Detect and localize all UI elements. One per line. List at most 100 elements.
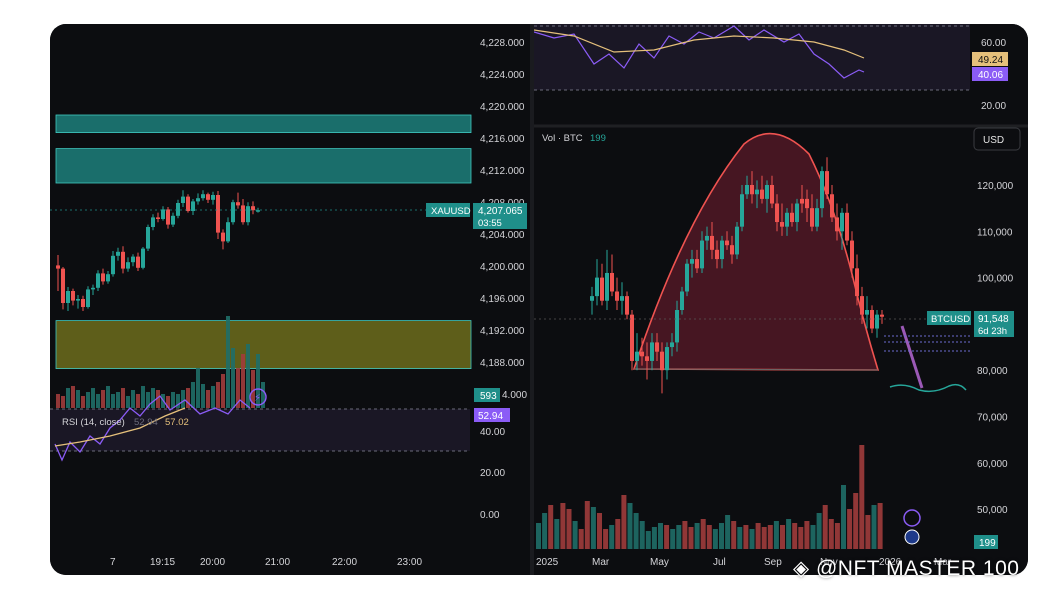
- candle: [725, 240, 729, 246]
- volume-bar: [627, 503, 633, 549]
- rsi-badge: [474, 408, 510, 422]
- candle: [251, 206, 255, 211]
- candle: [675, 310, 679, 343]
- candle: [231, 202, 235, 223]
- candle: [740, 194, 744, 227]
- rsi-ma-line: [54, 407, 186, 447]
- candle: [111, 255, 115, 275]
- volume-bar: [176, 394, 180, 408]
- demand-zone: [55, 320, 472, 370]
- price-tick: 4,216.000: [480, 134, 525, 145]
- volume-bar: [584, 501, 590, 549]
- price-axis[interactable]: 120,000 110,000 100,000 80,000 70,000 60,000 5…: [977, 181, 1014, 516]
- candle: [101, 273, 105, 282]
- volume-bar: [156, 390, 160, 408]
- rsi-ma-badge-value: 49.24: [978, 55, 1003, 66]
- volume-bar: [560, 503, 566, 549]
- candle: [121, 251, 125, 269]
- candle: [256, 210, 260, 212]
- volume-bar: [151, 388, 155, 408]
- volume-bar: [554, 519, 560, 549]
- candle: [221, 232, 225, 242]
- volume-bar: [236, 368, 240, 408]
- btcusd-chart[interactable]: 60.00 49.24 40.06 20.00 Vol · BTC 199 US…: [533, 24, 1028, 575]
- alert-icon[interactable]: [249, 388, 267, 406]
- cup-pattern: [632, 132, 880, 371]
- current-price-badge: [473, 203, 527, 229]
- rsi-ma-badge: [972, 52, 1008, 66]
- candle: [146, 227, 150, 249]
- candle: [116, 251, 120, 256]
- flag-icon[interactable]: [904, 529, 920, 545]
- candle: [715, 249, 719, 260]
- volume-badge: [474, 388, 500, 402]
- pane-divider[interactable]: [530, 24, 534, 575]
- xauusd-chart-pane[interactable]: RSI (14, close) 52.94 57.02 ⚡ 4,228.000 4…: [50, 24, 530, 575]
- candle: [765, 185, 769, 199]
- time-tick: 20:00: [200, 557, 225, 568]
- candle: [76, 299, 80, 301]
- candle: [141, 248, 145, 268]
- symbol-badge: [426, 203, 470, 217]
- alert-icon[interactable]: [903, 509, 921, 527]
- rsi-panel-bg: [50, 409, 470, 451]
- volume-bar: [171, 392, 175, 408]
- volume-bar: [847, 509, 853, 549]
- candle: [590, 296, 594, 301]
- candle: [860, 296, 864, 315]
- candle: [211, 195, 215, 200]
- rsi-line: [54, 395, 251, 462]
- xauusd-chart[interactable]: RSI (14, close) 52.94 57.02 ⚡ 4,228.000 4…: [50, 24, 530, 575]
- candle: [106, 274, 110, 282]
- volume-bar: [639, 521, 645, 549]
- volume-badge-value: 593: [480, 391, 497, 402]
- rsi-tick: 40.00: [480, 427, 505, 438]
- candle: [91, 287, 95, 290]
- volume-badge: [974, 535, 998, 549]
- candle: [66, 291, 70, 303]
- volume-bar: [191, 382, 195, 408]
- vol-legend-label: Vol · BTC: [542, 133, 583, 144]
- price-tick: 60,000: [977, 459, 1008, 470]
- volume-bar: [645, 531, 651, 549]
- volume-bar: [66, 388, 70, 408]
- candle: [770, 185, 774, 204]
- countdown: 03:55: [478, 218, 502, 229]
- candle: [880, 314, 884, 317]
- candle: [71, 291, 75, 301]
- candle: [780, 222, 784, 227]
- price-tick: 4,192.000: [480, 326, 525, 337]
- candle: [845, 212, 849, 241]
- candle: [730, 245, 734, 255]
- candle: [645, 356, 649, 361]
- candle: [855, 268, 859, 297]
- rsi-badge: [972, 67, 1008, 81]
- candle: [56, 265, 60, 269]
- currency-button[interactable]: [973, 127, 1021, 151]
- candle: [216, 195, 220, 233]
- candle: [755, 189, 759, 195]
- vol-legend-value: 199: [590, 133, 606, 144]
- time-tick: 22:00: [332, 557, 357, 568]
- price-tick: 4,212.000: [480, 166, 525, 177]
- volume-bar: [76, 390, 80, 408]
- candle: [151, 217, 155, 227]
- time-axis[interactable]: 7 19:15 20:00 21:00 22:00 23:00: [110, 557, 422, 568]
- candle: [86, 289, 90, 307]
- volume-bar: [146, 392, 150, 408]
- volume-bar: [841, 485, 846, 549]
- btcusd-chart-pane[interactable]: 60.00 49.24 40.06 20.00 Vol · BTC 199 US…: [533, 24, 1028, 575]
- volume-bar: [834, 523, 840, 549]
- volume-bar: [121, 388, 125, 408]
- candle: [790, 212, 794, 223]
- volume-bar: [181, 390, 185, 408]
- rsi-panel-bg: [534, 24, 970, 90]
- volume-bar: [186, 388, 190, 408]
- candle: [615, 291, 619, 301]
- price-tick: 4,224.000: [480, 70, 525, 81]
- time-axis[interactable]: 2025 Mar May Jul Sep Nov 2026 Mar: [536, 557, 952, 568]
- volume-bar: [231, 348, 235, 408]
- candle: [161, 209, 165, 219]
- candle: [126, 262, 130, 269]
- volume-bar: [725, 515, 731, 549]
